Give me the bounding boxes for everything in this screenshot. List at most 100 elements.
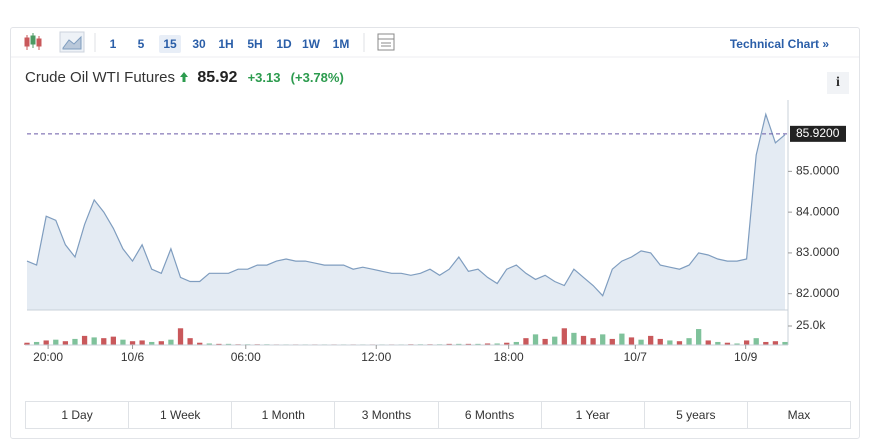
volume-bar	[72, 338, 78, 345]
y-tick-label: 85.0000	[796, 164, 840, 178]
x-tick-label: 12:00	[361, 350, 391, 364]
change: +3.13	[247, 70, 281, 85]
interval-button[interactable]: 15	[159, 35, 181, 53]
volume-bar	[225, 343, 232, 345]
volume-bar	[24, 342, 30, 345]
volume-bar	[772, 341, 779, 345]
technical-chart-link[interactable]: Technical Chart »	[729, 37, 829, 51]
volume-bar	[504, 342, 510, 345]
volume-bar	[743, 340, 750, 345]
quote-header: Crude Oil WTI Futures 85.92 +3.13 (+3.78…	[25, 69, 344, 87]
period-button[interactable]: 1 Week	[129, 402, 233, 428]
volume-bar	[187, 338, 193, 345]
interval-button[interactable]: 1	[109, 37, 117, 51]
volume-bar	[552, 336, 558, 345]
interval-button[interactable]: 5H	[247, 37, 263, 51]
volume-bar	[216, 343, 222, 345]
volume-bar	[43, 340, 49, 345]
volume-bar	[600, 334, 606, 345]
volume-bar	[561, 328, 567, 345]
volume-bar	[465, 343, 472, 345]
volume-bar	[590, 338, 596, 345]
x-tick-label: 10/7	[624, 350, 648, 364]
last-price-label: 85.9200	[796, 126, 840, 140]
volume-bar	[62, 341, 69, 345]
y-tick-label: 83.0000	[796, 245, 840, 259]
volume-bar	[542, 338, 548, 345]
x-tick-label: 18:00	[494, 350, 524, 364]
volume-bar	[580, 335, 587, 345]
volume-bar	[715, 341, 721, 345]
x-tick-label: 10/9	[734, 350, 758, 364]
volume-bar	[484, 343, 491, 345]
volume-bar	[129, 341, 136, 345]
instrument-name: Crude Oil WTI Futures	[25, 69, 176, 86]
period-button[interactable]: 1 Day	[26, 402, 130, 428]
table-icon[interactable]	[377, 33, 395, 51]
period-button[interactable]: 3 Months	[335, 402, 439, 428]
volume-bar	[475, 343, 481, 345]
change-percent: (+3.78%)	[290, 70, 344, 85]
period-button[interactable]: 5 years	[645, 402, 748, 428]
volume-bar	[638, 339, 644, 345]
period-button[interactable]: 1 Year	[542, 402, 645, 428]
price: 85.92	[197, 69, 238, 86]
volume-bar	[532, 334, 539, 345]
x-tick-label: 20:00	[33, 350, 63, 364]
period-button[interactable]: 6 Months	[439, 402, 542, 428]
widget: 1 5 15 30 1H 5H 1D 1W 1M Technical Chart » Crude…	[10, 27, 860, 439]
interval-button[interactable]: 30	[192, 37, 206, 51]
volume-bar	[158, 341, 164, 345]
interval-button[interactable]: 1W	[302, 37, 320, 51]
volume-bar	[763, 341, 769, 345]
volume-bar	[734, 343, 740, 345]
interval-button[interactable]: 5	[137, 37, 145, 51]
volume-bar	[81, 335, 88, 345]
info-button[interactable]	[827, 72, 849, 94]
y-tick-label: 84.0000	[796, 204, 840, 218]
volume-bar	[197, 342, 203, 345]
volume-bar	[513, 341, 519, 345]
interval-button[interactable]: 1M	[332, 37, 350, 51]
period-button[interactable]: Max	[787, 408, 811, 422]
volume-bar	[609, 338, 615, 345]
period-bar: 1 Day 1 Week 1 Month 3 Months 6 Months 1 Year…	[25, 401, 851, 429]
volume-bar	[782, 341, 788, 345]
volume-bar	[149, 341, 155, 345]
plot: Investing.com82.000083.000084.000085.000…	[24, 100, 846, 364]
volume-bar	[657, 338, 663, 345]
volume-bar	[676, 341, 683, 345]
candles-icon[interactable]	[24, 33, 42, 50]
volume-bar	[139, 340, 145, 345]
volume-bar	[696, 329, 702, 345]
volume-bar	[456, 343, 462, 345]
volume-bar	[168, 339, 174, 345]
volume-bar	[494, 343, 500, 345]
interval-button[interactable]: 1D	[276, 37, 292, 51]
volume-bar	[523, 338, 529, 345]
up-arrow	[180, 72, 189, 82]
y2-tick-label: 25.0k	[796, 318, 826, 332]
y-tick-label: 82.0000	[796, 286, 840, 300]
period-button[interactable]: 1 Month	[232, 402, 336, 428]
price-line	[26, 112, 786, 297]
volume-bar	[619, 333, 625, 345]
volume-bar	[571, 332, 577, 345]
volume-bar	[753, 338, 759, 345]
x-tick-label: 06:00	[231, 350, 261, 364]
volume-bar	[628, 337, 635, 345]
last-price-box	[790, 125, 846, 142]
area-icon[interactable]	[59, 31, 85, 53]
interval-button[interactable]: 1H	[218, 37, 234, 51]
volume-bar	[206, 343, 212, 345]
volume-bar	[705, 340, 711, 345]
price-area	[27, 114, 785, 310]
info-icon[interactable]: i	[836, 75, 840, 90]
volume-bar	[724, 342, 731, 345]
volume-bar	[33, 341, 40, 345]
volume-bar	[120, 339, 126, 345]
volume-bar	[110, 336, 116, 345]
volume-bar	[446, 343, 452, 345]
